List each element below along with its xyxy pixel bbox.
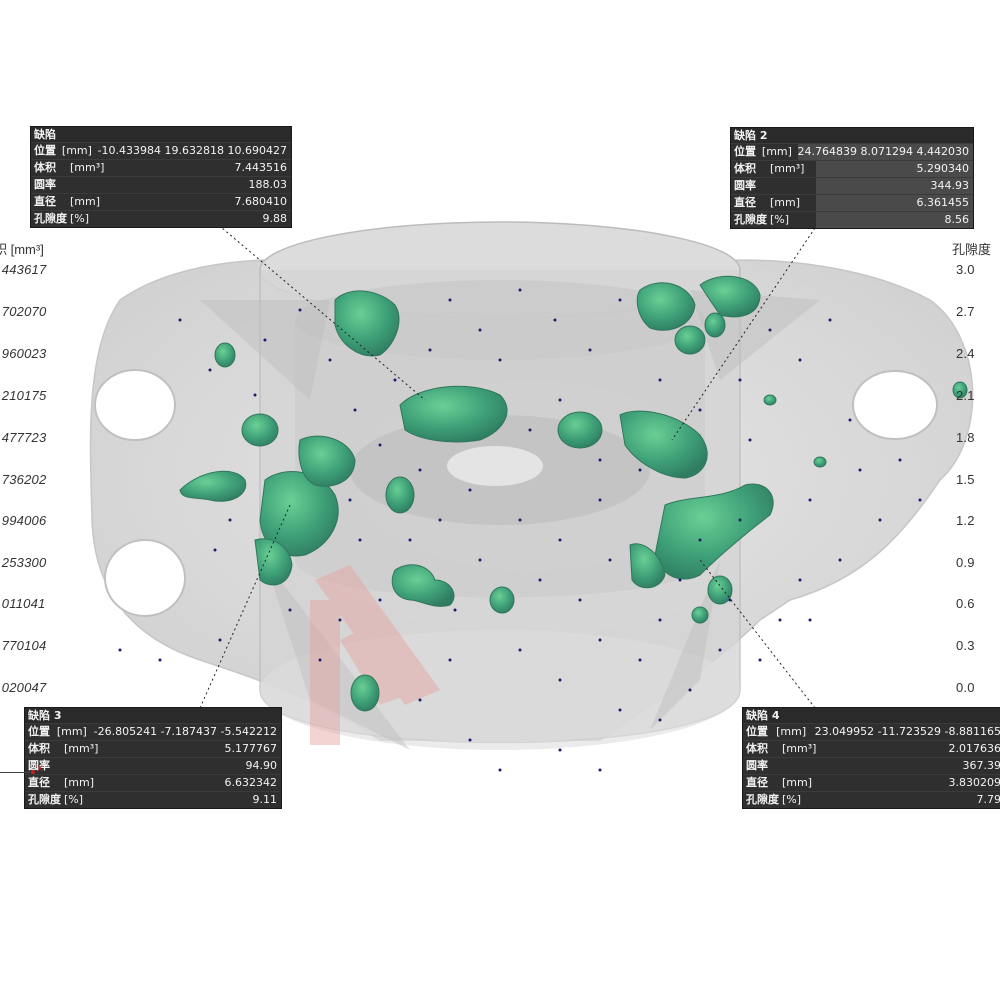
- volume-color-scale: 积 [mm³] .443617 .702070 .960023 .210175 …: [0, 0, 80, 1000]
- defect-2-title: 缺陷 2: [731, 128, 973, 143]
- defect-2-row-diameter: 直径 [mm] 6.361455: [731, 194, 973, 211]
- porosity-scale-title: 孔隙度: [952, 242, 992, 257]
- defect-4-title: 缺陷 4: [743, 708, 1000, 723]
- porosity-scale-tick: 0.0: [956, 680, 975, 695]
- x-axis-label: x: [37, 763, 43, 774]
- defect-1-row-sphericity: 圆率 188.03: [31, 176, 291, 193]
- porosity-scale-tick: 2.4: [956, 346, 975, 361]
- mounting-hole-right: [852, 370, 938, 440]
- defect-4-row-porosity: 孔隙度 [%] 7.79: [743, 791, 1000, 808]
- defect-2-row-position: 位置 [mm] 24.764839 8.071294 4.442030: [731, 143, 973, 160]
- porosity-scale-tick: 2.1: [956, 388, 975, 403]
- defect-3-title: 缺陷 3: [25, 708, 281, 723]
- watermark-logo: [310, 565, 440, 745]
- porosity-color-scale: 孔隙度 3.0 2.7 2.4 2.1 1.8 1.5 1.2 0.9 0.6 …: [952, 0, 1000, 1000]
- defect-4-row-diameter: 直径 [mm] 3.830209: [743, 774, 1000, 791]
- defect-2-row-sphericity: 圆率 344.93: [731, 177, 973, 194]
- volume-scale-tick: .210175: [0, 388, 47, 403]
- porosity-scale-tick: 1.5: [956, 472, 975, 487]
- porosity-defects-small: [118, 288, 922, 772]
- mounting-hole-left-top: [94, 369, 176, 441]
- defect-2-info-panel[interactable]: 缺陷 2 位置 [mm] 24.764839 8.071294 4.442030 体…: [730, 127, 974, 229]
- volume-scale-tick: .736202: [0, 472, 47, 487]
- volume-scale-title: 积 [mm³]: [0, 242, 44, 257]
- defect-3-row-sphericity: 圆率 94.90: [25, 757, 281, 774]
- defect-1-row-position: 位置 [mm] -10.433984 19.632818 10.690427: [31, 142, 291, 159]
- volume-scale-tick: .702070: [0, 304, 47, 319]
- defect-1-row-diameter: 直径 [mm] 7.680410: [31, 193, 291, 210]
- volume-scale-tick: .960023: [0, 346, 47, 361]
- defect-4-row-sphericity: 圆率 367.39: [743, 757, 1000, 774]
- volume-scale-tick: .011041: [0, 596, 46, 611]
- porosity-scale-tick: 1.2: [956, 513, 975, 528]
- defect-2-row-porosity: 孔隙度 [%] 8.56: [731, 211, 973, 228]
- volume-scale-tick: .253300: [0, 555, 47, 570]
- volume-scale-tick: .770104: [0, 638, 47, 653]
- porosity-scale-tick: 0.9: [956, 555, 975, 570]
- defect-1-row-porosity: 孔隙度 [%] 9.88: [31, 210, 291, 227]
- porosity-scale-tick: 0.3: [956, 638, 975, 653]
- defect-2-row-volume: 体积 [mm³] 5.290340: [731, 160, 973, 177]
- defect-1-title: 缺陷: [31, 127, 291, 142]
- porosity-scale-tick: 1.8: [956, 430, 975, 445]
- defect-4-row-position: 位置 [mm] 23.049952 -11.723529 -8.881165: [743, 723, 1000, 740]
- defect-3-row-diameter: 直径 [mm] 6.632342: [25, 774, 281, 791]
- defect-3-row-porosity: 孔隙度 [%] 9.11: [25, 791, 281, 808]
- defect-1-row-volume: 体积 [mm³] 7.443516: [31, 159, 291, 176]
- defect-3-info-panel[interactable]: 缺陷 3 位置 [mm] -26.805241 -7.187437 -5.54221…: [24, 707, 282, 809]
- defect-3-row-position: 位置 [mm] -26.805241 -7.187437 -5.542212: [25, 723, 281, 740]
- mounting-hole-left-bottom: [104, 539, 186, 617]
- defect-4-row-volume: 体积 [mm³] 2.017636: [743, 740, 1000, 757]
- defect-4-info-panel[interactable]: 缺陷 4 位置 [mm] 23.049952 -11.723529 -8.88116…: [742, 707, 1000, 809]
- porosity-defects-large[interactable]: [179, 275, 968, 712]
- callout-leader-lines: [199, 221, 816, 709]
- flange-body: [89, 221, 974, 750]
- volume-scale-tick: .020047: [0, 680, 47, 695]
- porosity-scale-tick: 3.0: [956, 262, 975, 277]
- axis-origin-dot: [31, 770, 35, 774]
- defect-3-row-volume: 体积 [mm³] 5.177767: [25, 740, 281, 757]
- volume-scale-tick: .477723: [0, 430, 47, 445]
- defect-1-info-panel[interactable]: 缺陷 位置 [mm] -10.433984 19.632818 10.690427 …: [30, 126, 292, 228]
- porosity-scale-tick: 2.7: [956, 304, 975, 319]
- volume-scale-tick: .994006: [0, 513, 47, 528]
- axis-line: [0, 772, 32, 773]
- porosity-scale-tick: 0.6: [956, 596, 975, 611]
- volume-scale-tick: .443617: [0, 262, 47, 277]
